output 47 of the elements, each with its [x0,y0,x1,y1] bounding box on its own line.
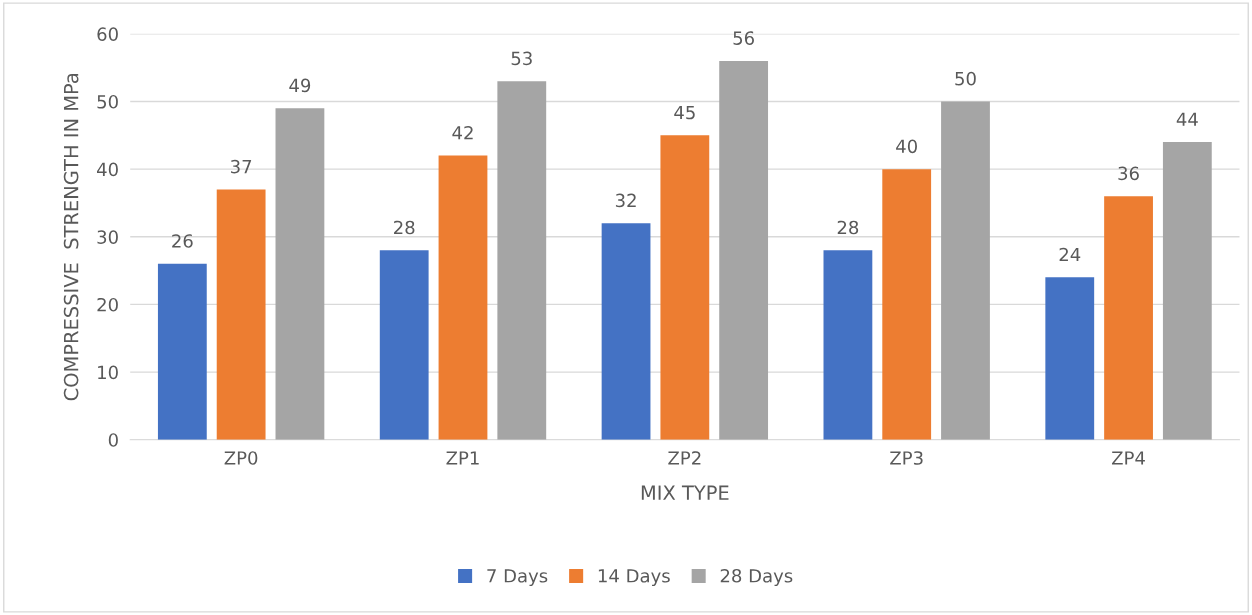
legend-label: 28 Days [720,568,793,587]
bar [660,135,710,440]
legend-label: 7 Days [487,569,548,587]
y-tick-label: 50 [97,94,118,109]
bar [1045,277,1095,440]
x-tick-label: ZP2 [668,451,701,465]
y-tick-label: 0 [108,433,118,447]
bar [719,60,769,440]
data-label: 37 [231,159,252,174]
x-axis-title: MIX TYPE [641,485,729,500]
data-label: 28 [394,220,415,235]
data-label: 56 [733,31,754,45]
y-tick-label: 20 [97,297,118,312]
bar [379,250,429,440]
data-label: 32 [615,193,636,208]
data-label: 24 [1059,247,1081,262]
bar [1104,196,1153,440]
bar [1162,142,1212,440]
y-tick-label: 30 [97,230,118,244]
data-label: 28 [837,220,859,235]
bar [882,169,932,440]
bar [438,155,488,440]
data-label: 45 [674,105,695,120]
bar [497,81,547,440]
data-label: 40 [896,139,917,154]
bar [941,101,990,440]
x-tick-label: ZP0 [224,451,258,465]
data-label: 50 [955,71,976,86]
legend-label: 14 Days [598,569,670,587]
y-tick-label: 10 [98,365,118,380]
x-tick-label: ZP3 [890,451,923,465]
bar [601,223,651,440]
bar [823,250,873,440]
data-label: 44 [1176,112,1198,126]
x-tick-label: ZP1 [446,451,479,465]
data-label: 42 [452,125,473,140]
y-tick-label: 60 [97,27,118,41]
data-label: 26 [172,234,193,248]
data-label: 36 [1118,166,1139,181]
y-axis-title: COMPRESSIVE STRENGTH IN MPa [63,73,79,401]
bar [275,108,325,440]
data-label: 53 [511,51,532,66]
data-label: 49 [289,78,311,93]
x-tick-label: ZP4 [1111,451,1145,465]
bar [157,263,207,440]
y-tick-label: 40 [97,162,118,177]
bar [216,189,266,440]
